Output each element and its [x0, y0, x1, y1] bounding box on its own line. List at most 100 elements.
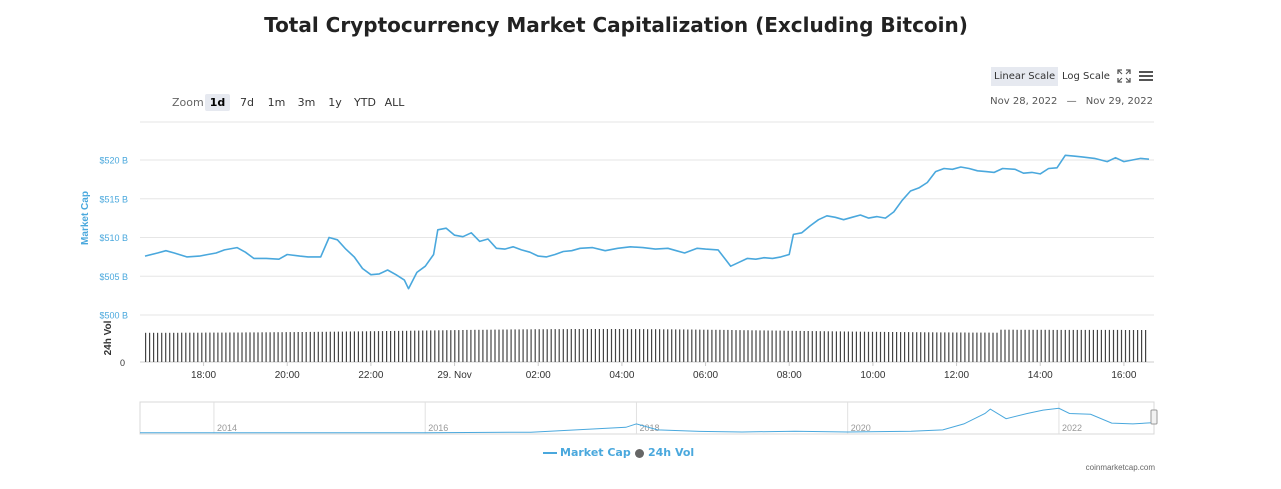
volume-bar — [217, 332, 219, 362]
volume-bar — [205, 332, 207, 362]
navigator-year-label: 2014 — [217, 423, 237, 433]
volume-bar — [590, 329, 592, 362]
volume-bar — [546, 329, 548, 362]
volume-bar — [377, 331, 380, 362]
volume-bar — [980, 332, 982, 362]
volume-bar — [265, 332, 267, 362]
volume-bar — [767, 330, 769, 362]
volume-bar — [843, 331, 845, 362]
volume-bar — [643, 329, 645, 362]
navigator-year-label: 2020 — [851, 423, 871, 433]
volume-bar — [373, 331, 376, 362]
linear-scale-button[interactable]: Linear Scale — [991, 67, 1059, 86]
volume-bar — [1012, 329, 1014, 362]
volume-bar — [888, 332, 890, 362]
volume-bar — [257, 332, 259, 362]
volume-bar — [414, 330, 416, 362]
y-tick-label: $515 B — [99, 194, 128, 204]
volume-bar — [221, 332, 223, 362]
volume-bar — [687, 329, 689, 362]
volume-bar — [851, 331, 853, 362]
volume-bar — [229, 332, 231, 362]
volume-bar — [699, 329, 701, 362]
volume-bar — [442, 330, 444, 362]
volume-bar — [213, 332, 215, 362]
volume-bar — [912, 332, 914, 362]
volume-bar — [297, 332, 299, 362]
volume-bar — [771, 330, 773, 362]
volume-bar — [494, 329, 496, 362]
x-tick-label: 14:00 — [1028, 370, 1053, 381]
volume-bar — [779, 330, 781, 362]
volume-axis-title: 24h Vol — [103, 320, 114, 355]
volume-bar — [863, 331, 866, 362]
zoom-label: Zoom — [172, 96, 204, 109]
volume-bar — [968, 332, 970, 362]
x-tick-label: 29. Nov — [437, 370, 471, 381]
volume-bar — [1064, 329, 1066, 362]
volume-bar — [952, 332, 954, 362]
volume-bar — [381, 331, 384, 362]
volume-bar — [871, 331, 874, 362]
x-tick-label: 16:00 — [1111, 370, 1136, 381]
zoom-3m-button[interactable]: 3m — [297, 96, 316, 109]
volume-bar — [470, 329, 472, 362]
volume-bar — [422, 330, 424, 362]
range-from[interactable]: Nov 28, 2022 — [990, 96, 1058, 107]
volume-bar — [185, 332, 187, 362]
volume-bar — [976, 332, 978, 362]
volume-bar — [390, 331, 392, 362]
x-tick-label: 10:00 — [860, 370, 885, 381]
legend-market-cap-label: Market Cap — [560, 446, 631, 459]
range-to[interactable]: Nov 29, 2022 — [1085, 96, 1153, 107]
fullscreen-icon[interactable] — [1117, 69, 1131, 83]
volume-bar — [807, 331, 809, 362]
volume-bar — [835, 331, 837, 362]
volume-bar — [1016, 329, 1018, 362]
zoom-ytd-button[interactable]: YTD — [354, 96, 376, 109]
volume-bar — [747, 330, 749, 362]
credit-link[interactable]: coinmarketcap.com — [1085, 463, 1155, 472]
volume-bar — [920, 332, 922, 362]
volume-bar — [361, 331, 364, 362]
volume-bar — [530, 329, 532, 362]
volume-bar — [237, 332, 239, 362]
zoom-all-button[interactable]: ALL — [384, 96, 405, 109]
volume-bar — [570, 329, 572, 362]
volume-bar — [566, 329, 568, 362]
volume-bar — [430, 330, 432, 362]
volume-bar — [369, 331, 372, 362]
volume-bar — [281, 332, 283, 362]
volume-bar — [438, 330, 440, 362]
log-scale-button[interactable]: Log Scale — [1062, 71, 1110, 82]
volume-bar — [827, 331, 829, 362]
volume-bar — [707, 329, 709, 362]
navigator-year-label: 2016 — [428, 423, 448, 433]
zoom-1d-button[interactable]: 1d — [205, 94, 230, 111]
date-range[interactable]: Nov 28, 2022 — Nov 29, 2022 — [990, 96, 1153, 107]
volume-bar — [434, 330, 436, 362]
volume-bar — [402, 330, 404, 362]
legend-market-cap[interactable]: Market Cap — [543, 446, 631, 459]
volume-bar — [1145, 330, 1147, 362]
menu-icon[interactable] — [1138, 69, 1154, 83]
volume-bar — [743, 330, 745, 362]
volume-bar — [269, 332, 271, 362]
volume-bar — [1137, 330, 1139, 362]
volume-bar — [289, 332, 291, 362]
volume-bar — [197, 332, 199, 362]
zoom-7d-button[interactable]: 7d — [240, 96, 254, 109]
volume-bar — [739, 330, 741, 362]
x-tick-label: 18:00 — [191, 370, 216, 381]
volume-bar — [1052, 329, 1054, 362]
volume-bar — [225, 332, 227, 362]
volume-bar — [663, 329, 665, 362]
volume-bar — [293, 332, 295, 362]
zoom-1m-button[interactable]: 1m — [267, 96, 286, 109]
volume-bar — [365, 331, 368, 362]
zoom-1y-button[interactable]: 1y — [328, 96, 342, 109]
legend-volume[interactable]: 24h Vol — [635, 446, 694, 459]
volume-bar — [161, 332, 163, 362]
volume-bar — [936, 332, 938, 362]
